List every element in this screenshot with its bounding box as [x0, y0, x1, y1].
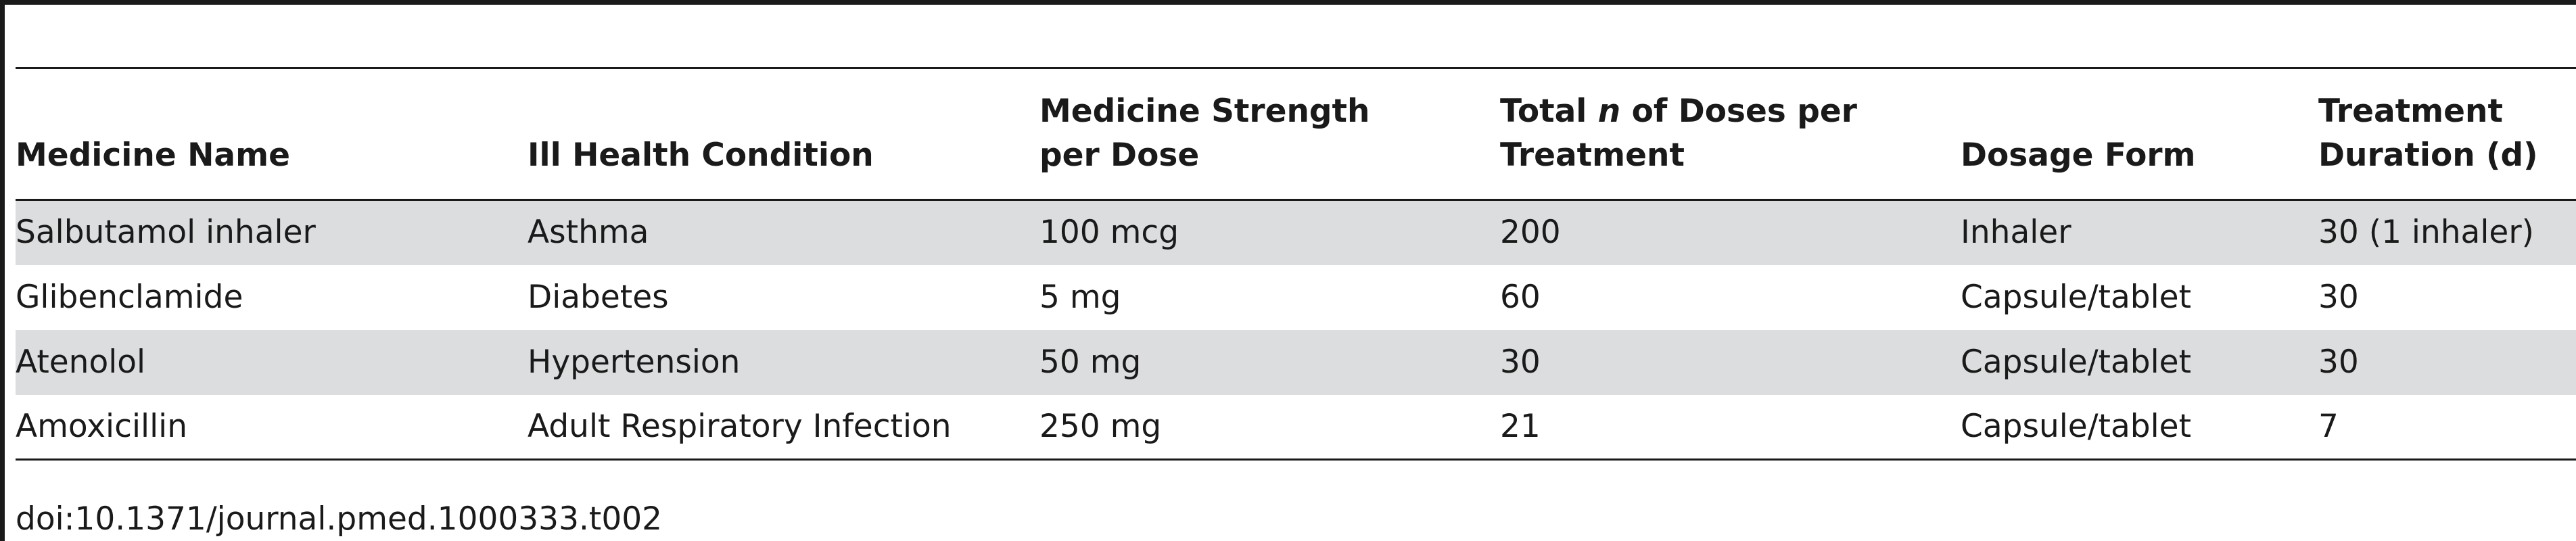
header-condition: Ill Health Condition: [528, 68, 1039, 200]
header-medicine-name: Medicine Name: [16, 68, 528, 200]
cell-form: Capsule/tablet: [1961, 407, 2192, 445]
table-row: Atenolol Hypertension 50 mg 30 Capsule/t…: [16, 329, 2576, 395]
table-row: Salbutamol inhaler Asthma 100 mcg 200 In…: [16, 199, 2576, 265]
table-row: Amoxicillin Adult Respiratory Infection …: [16, 395, 2576, 460]
italic-variable-n: n: [1597, 93, 1621, 130]
header-row: Medicine Name Ill Health Condition Medic…: [16, 68, 2576, 200]
cell-doses: 30: [1500, 343, 1541, 381]
header-strength-line1: Medicine Strength: [1039, 93, 1370, 130]
cell-doses: 60: [1500, 278, 1541, 316]
top-border-rule: [0, 0, 2576, 5]
table-body: Salbutamol inhaler Asthma 100 mcg 200 In…: [16, 199, 2576, 460]
cell-doses: 21: [1500, 407, 1541, 445]
cell-doses: 200: [1500, 214, 1561, 252]
medicine-table: Medicine Name Ill Health Condition Medic…: [16, 67, 2576, 461]
header-form-line1: Dosage Form: [1961, 137, 2196, 174]
header-condition-line1: Ill Health Condition: [528, 137, 874, 174]
cell-form: Capsule/tablet: [1961, 343, 2192, 381]
header-doses: Total n of Doses per Treatment: [1500, 68, 1961, 200]
table-header: Medicine Name Ill Health Condition Medic…: [16, 68, 2576, 200]
header-duration-line2: Duration (d): [2318, 137, 2538, 174]
cell-strength: 250 mg: [1039, 407, 1162, 445]
cell-condition: Asthma: [528, 214, 649, 252]
cell-strength: 5 mg: [1039, 278, 1121, 316]
header-duration: Treatment Duration (d): [2318, 68, 2576, 200]
cell-duration: 30 (1 inhaler): [2318, 214, 2534, 252]
cell-duration: 30: [2318, 278, 2359, 316]
table-container: Medicine Name Ill Health Condition Medic…: [16, 67, 2576, 461]
cell-medicine: Glibenclamide: [16, 278, 243, 316]
header-form: Dosage Form: [1961, 68, 2318, 200]
left-border-rule: [0, 0, 5, 541]
cell-form: Inhaler: [1961, 214, 2071, 252]
cell-form: Capsule/tablet: [1961, 278, 2192, 316]
table-row: Glibenclamide Diabetes 5 mg 60 Capsule/t…: [16, 265, 2576, 330]
header-duration-line1: Treatment: [2318, 93, 2503, 130]
cell-medicine: Amoxicillin: [16, 407, 187, 445]
header-strength: Medicine Strength per Dose: [1039, 68, 1500, 200]
cell-condition: Adult Respiratory Infection: [528, 407, 952, 445]
header-doses-line2: Treatment: [1500, 137, 1685, 174]
cell-duration: 30: [2318, 343, 2359, 381]
cell-strength: 100 mcg: [1039, 214, 1179, 252]
cell-condition: Diabetes: [528, 278, 669, 316]
cell-strength: 50 mg: [1039, 343, 1142, 381]
header-doses-line1: Total n of Doses per: [1500, 93, 1857, 130]
cell-medicine: Salbutamol inhaler: [16, 214, 316, 252]
header-medicine-name-line1: Medicine Name: [16, 137, 290, 174]
header-strength-line2: per Dose: [1039, 137, 1200, 174]
cell-condition: Hypertension: [528, 343, 741, 381]
cell-medicine: Atenolol: [16, 343, 146, 381]
doi-caption: doi:10.1371/journal.pmed.1000333.t002: [16, 500, 663, 538]
cell-duration: 7: [2318, 407, 2339, 445]
